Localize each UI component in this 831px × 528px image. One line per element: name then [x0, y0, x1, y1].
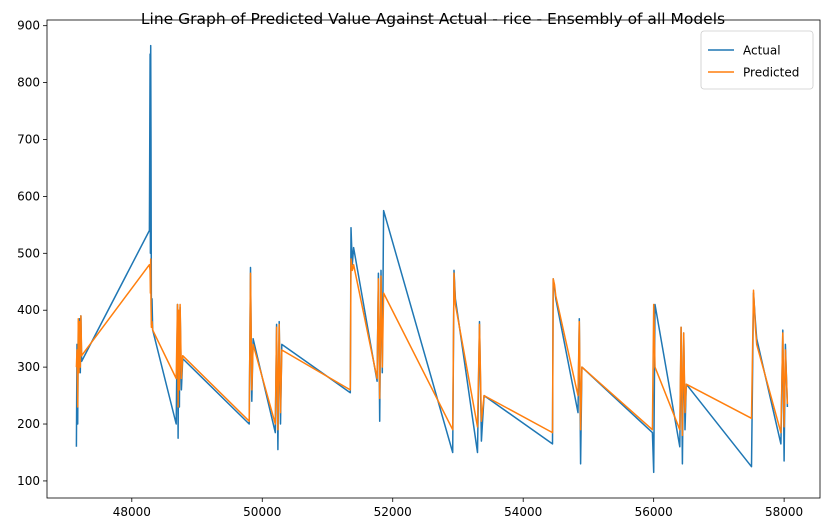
legend-box: [700, 30, 814, 90]
y-tick-label: 200: [17, 417, 40, 431]
y-tick-label: 600: [17, 189, 40, 203]
chart-title: Line Graph of Predicted Value Against Ac…: [141, 10, 725, 28]
y-tick-label: 400: [17, 303, 40, 317]
x-tick-label: 48000: [113, 505, 151, 519]
x-tick-label: 58000: [765, 505, 803, 519]
x-tick-label: 50000: [243, 505, 281, 519]
y-tick-label: 900: [17, 19, 40, 33]
y-tick-label: 100: [17, 474, 40, 488]
y-tick-label: 700: [17, 133, 40, 147]
legend: Actual Predicted: [700, 30, 814, 90]
x-tick-label: 56000: [635, 505, 673, 519]
y-tick-label: 500: [17, 246, 40, 260]
y-axis: 100 200 300 400 500 600 700 800 900: [17, 19, 47, 488]
x-tick-label: 52000: [374, 505, 412, 519]
plot-area: [46, 19, 821, 499]
legend-predicted-label: Predicted: [743, 66, 799, 80]
plot-frame: [46, 19, 821, 499]
x-tick-label: 54000: [504, 505, 542, 519]
legend-actual-label: Actual: [743, 44, 781, 58]
series-line-predicted: [75, 258, 789, 437]
y-tick-label: 300: [17, 360, 40, 374]
x-axis: 48000 50000 52000 54000 56000 58000: [113, 498, 803, 519]
y-tick-label: 800: [17, 76, 40, 90]
